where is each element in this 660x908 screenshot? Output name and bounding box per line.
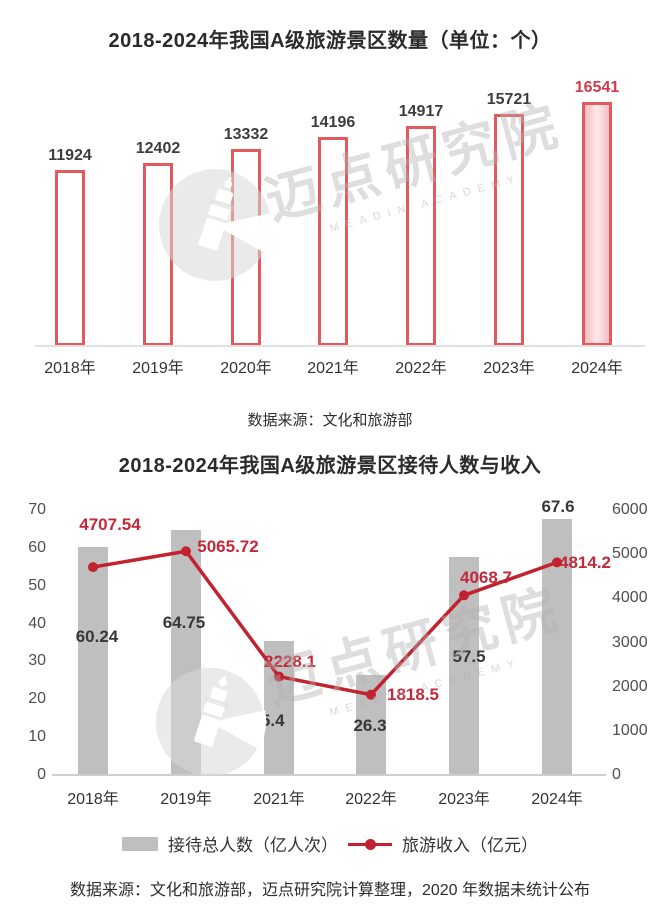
chart2-line-value-label: 1818.5 bbox=[387, 685, 439, 704]
legend-bar-swatch bbox=[122, 836, 158, 851]
chart2-left-tick: 70 bbox=[28, 501, 46, 518]
chart2-left-tick: 10 bbox=[28, 728, 46, 746]
chart2-axis-label-2021年: 2021年 bbox=[253, 791, 305, 808]
chart2-line-value-label: 4707.54 bbox=[79, 515, 141, 534]
chart1-value-label: 12402 bbox=[135, 140, 181, 157]
legend-bar-label: 接待总人数（亿人次） bbox=[168, 836, 338, 855]
chart2-right-tick: 3000 bbox=[612, 633, 648, 651]
chart2-axis-label-2018年: 2018年 bbox=[67, 791, 119, 808]
chart1-axis-label-2018年: 2018年 bbox=[44, 360, 96, 377]
chart2-line-value-label: 2228.1 bbox=[264, 652, 316, 671]
chart1-bar-2023年 bbox=[494, 114, 524, 346]
chart2-left-tick: 30 bbox=[28, 652, 46, 670]
chart2-bar-value-label: 35.4 bbox=[251, 711, 285, 730]
legend-line-marker bbox=[348, 837, 392, 851]
chart2-baseline bbox=[52, 774, 606, 776]
chart2-line-value-label: 4814.2 bbox=[559, 553, 611, 572]
chart2-bar-2019年 bbox=[171, 529, 201, 775]
chart1-baseline bbox=[35, 345, 645, 347]
chart2-bar-value-label: 64.75 bbox=[162, 613, 206, 632]
chart2-right-tick: 0 bbox=[612, 766, 621, 783]
chart1-value-label: 15721 bbox=[486, 91, 532, 108]
chart1-value-label: 16541 bbox=[574, 79, 620, 96]
chart1-title: 2018-2024年我国A级旅游景区数量（单位：个） bbox=[108, 30, 552, 52]
chart2-axis-label-2022年: 2022年 bbox=[345, 791, 397, 808]
chart1-bar-2024年 bbox=[582, 102, 612, 346]
chart2-title: 2018-2024年我国A级旅游景区接待人数与收入 bbox=[118, 455, 542, 477]
chart2-bar-value-label: 60.24 bbox=[75, 627, 119, 646]
chart1-value-label: 13332 bbox=[223, 126, 269, 143]
chart1-axis-label-2020年: 2020年 bbox=[220, 360, 272, 377]
chart2-left-tick: 40 bbox=[28, 614, 46, 632]
chart1-value-label: 14196 bbox=[310, 114, 356, 131]
chart2-axis-label-2024年: 2024年 bbox=[531, 791, 583, 808]
chart1-source: 数据来源：文化和旅游部 bbox=[247, 412, 413, 429]
chart2-axis-label-2023年: 2023年 bbox=[438, 791, 490, 808]
chart2-left-tick: 20 bbox=[28, 690, 46, 708]
chart2-legend: 接待总人数（亿人次） 旅游收入（亿元） bbox=[0, 831, 660, 856]
chart1-bar-2021年 bbox=[318, 137, 348, 346]
chart1-value-label: 11924 bbox=[48, 147, 92, 164]
chart2-line-value-label: 5065.72 bbox=[197, 537, 259, 556]
chart2-right-tick: 2000 bbox=[612, 677, 648, 695]
chart1-axis-label-2024年: 2024年 bbox=[571, 360, 623, 377]
chart1-bar-2022年 bbox=[406, 126, 436, 346]
chart1-bar-2020年 bbox=[231, 149, 261, 346]
chart2-right-tick: 6000 bbox=[612, 501, 648, 518]
chart1-bar-2019年 bbox=[143, 163, 173, 346]
chart2-axis-label-2019年: 2019年 bbox=[160, 791, 212, 808]
chart1-axis-label-2022年: 2022年 bbox=[395, 360, 447, 377]
legend-line-dot bbox=[365, 838, 376, 850]
chart1-value-label: 14917 bbox=[398, 103, 444, 120]
chart2-line-value-label: 4068.7 bbox=[460, 568, 512, 587]
chart2-left-tick: 0 bbox=[37, 766, 46, 783]
chart2-right-tick: 1000 bbox=[612, 721, 648, 739]
chart2-source: 数据来源：文化和旅游部，迈点研究院计算整理，2020 年数据未统计公布 bbox=[69, 882, 591, 899]
chart2-bar-2018年 bbox=[78, 546, 108, 775]
chart2-bar-value-label: 57.5 bbox=[452, 647, 486, 666]
legend-line-label: 旅游收入（亿元） bbox=[402, 836, 538, 855]
chart1-axis-label-2019年: 2019年 bbox=[132, 360, 184, 377]
chart2-left-tick: 60 bbox=[28, 538, 46, 556]
chart1-bar-2018年 bbox=[55, 170, 85, 346]
chart2-right-tick: 4000 bbox=[612, 589, 648, 607]
chart2-right-tick: 5000 bbox=[612, 545, 648, 563]
chart1-axis-label-2023年: 2023年 bbox=[483, 360, 535, 377]
chart2-bar-value-label: 67.6 bbox=[541, 497, 575, 516]
chart1-axis-label-2021年: 2021年 bbox=[307, 360, 359, 377]
chart2-left-tick: 50 bbox=[28, 576, 46, 594]
chart2-bar-value-label: 26.3 bbox=[353, 716, 387, 735]
